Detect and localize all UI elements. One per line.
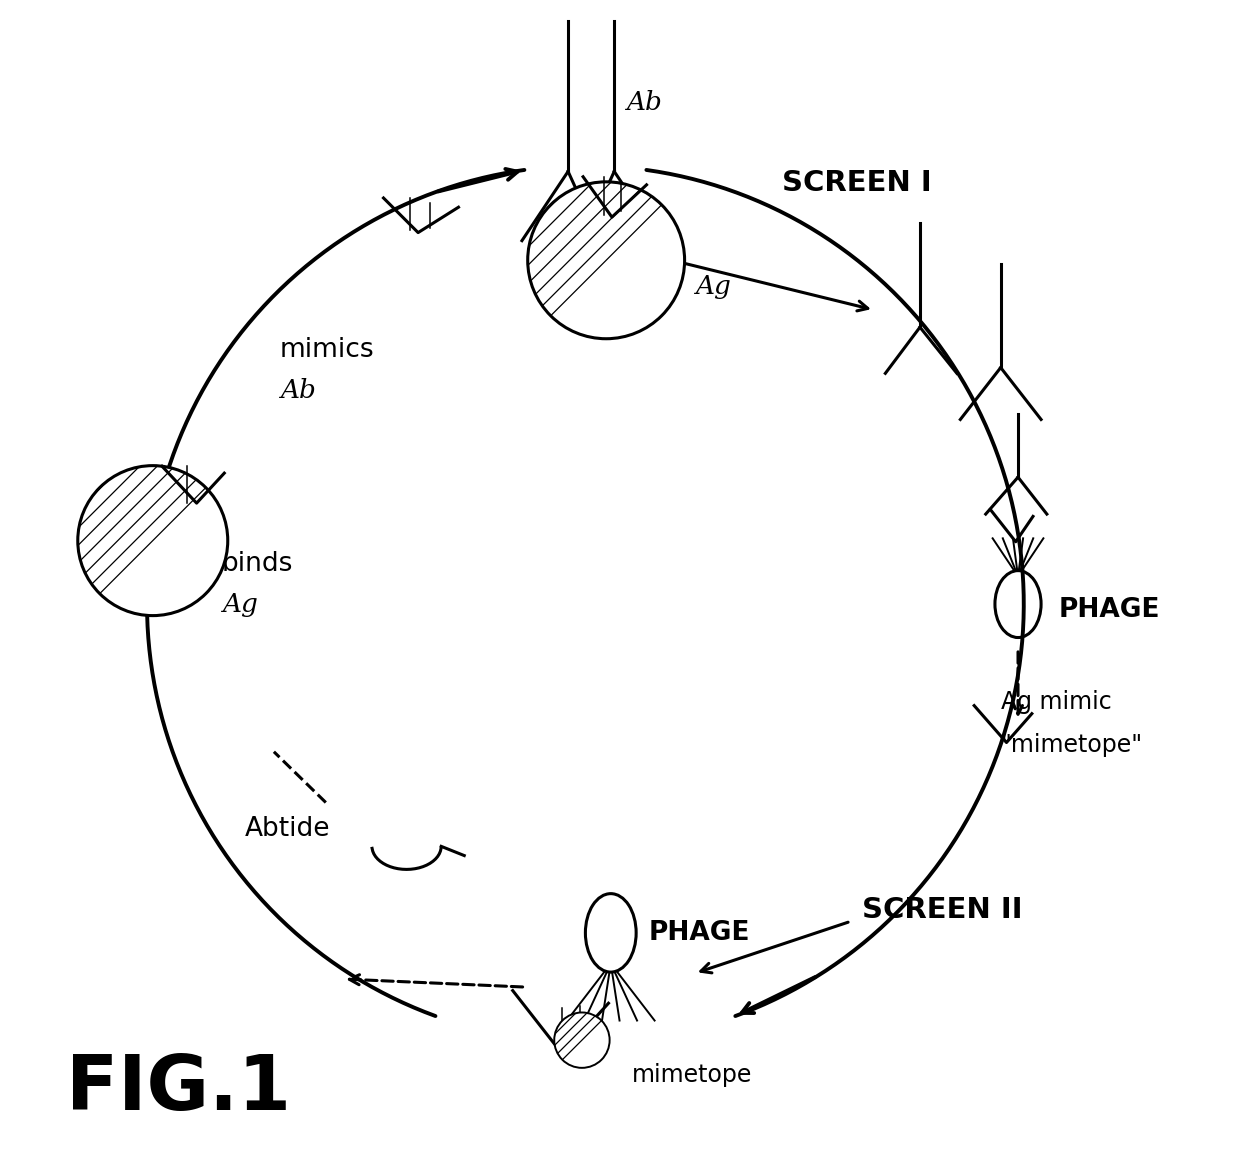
Text: mimics: mimics (280, 337, 374, 364)
Text: Ag: Ag (694, 274, 730, 300)
Text: PHAGE: PHAGE (649, 920, 750, 946)
Text: FIG.1: FIG.1 (66, 1052, 291, 1126)
Text: Ab: Ab (626, 89, 662, 115)
Text: SCREEN II: SCREEN II (862, 896, 1023, 924)
Text: Ag: Ag (222, 591, 258, 617)
Circle shape (78, 466, 228, 616)
Text: mimetope: mimetope (631, 1063, 751, 1086)
Text: Abtide: Abtide (246, 816, 331, 842)
Text: "mimetope": "mimetope" (1001, 733, 1143, 756)
Text: Ag mimic: Ag mimic (1001, 690, 1111, 715)
Circle shape (528, 181, 684, 339)
Text: SCREEN I: SCREEN I (781, 168, 931, 198)
Text: binds: binds (222, 551, 294, 576)
Text: PHAGE: PHAGE (1059, 597, 1159, 623)
Circle shape (554, 1012, 610, 1068)
Text: Ab: Ab (280, 378, 315, 403)
